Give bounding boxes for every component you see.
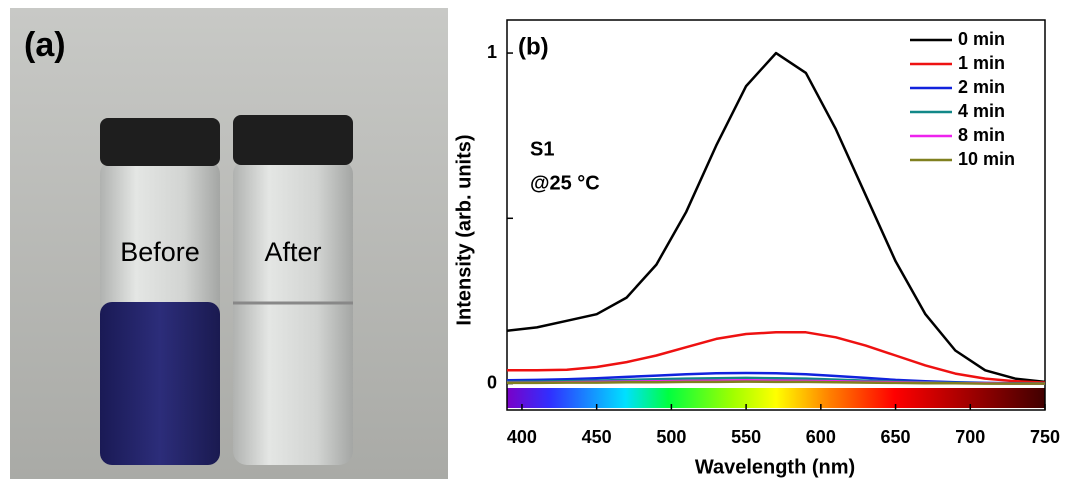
legend-label: 8 min [958,125,1005,145]
y-tick-label: 1 [487,42,497,62]
x-tick-label: 600 [806,427,836,447]
legend-label: 0 min [958,29,1005,49]
vial-label: Before [120,237,200,267]
legend-label: 1 min [958,53,1005,73]
legend-label: 4 min [958,101,1005,121]
annotation: @25 °C [530,172,600,194]
x-tick-label: 750 [1030,427,1060,447]
legend-label: 2 min [958,77,1005,97]
panel-label: (a) [24,26,66,64]
x-tick-label: 450 [582,427,612,447]
x-tick-label: 500 [656,427,686,447]
cap [100,118,220,166]
panel-label: (b) [518,33,549,60]
blue-liquid [100,302,220,465]
vial-label: After [264,237,321,267]
annotation: S1 [530,138,554,160]
x-tick-label: 550 [731,427,761,447]
x-tick-label: 400 [507,427,537,447]
x-tick-label: 700 [955,427,985,447]
y-axis-label: Intensity (arb. units) [453,134,475,325]
spectrum-bar [507,388,1045,408]
series-line [506,51,1046,384]
series-line [507,331,1046,384]
plot-frame [506,19,1046,411]
photo-background [10,8,448,479]
cap [233,115,353,165]
photo: (a) Before After [10,8,448,479]
vial [233,160,353,465]
x-tick-label: 650 [881,427,911,447]
x-axis-label: Wavelength (nm) [695,456,855,478]
series-line [507,380,1045,385]
legend-label: 10 min [958,149,1015,169]
y-tick-label: 0 [487,372,497,392]
